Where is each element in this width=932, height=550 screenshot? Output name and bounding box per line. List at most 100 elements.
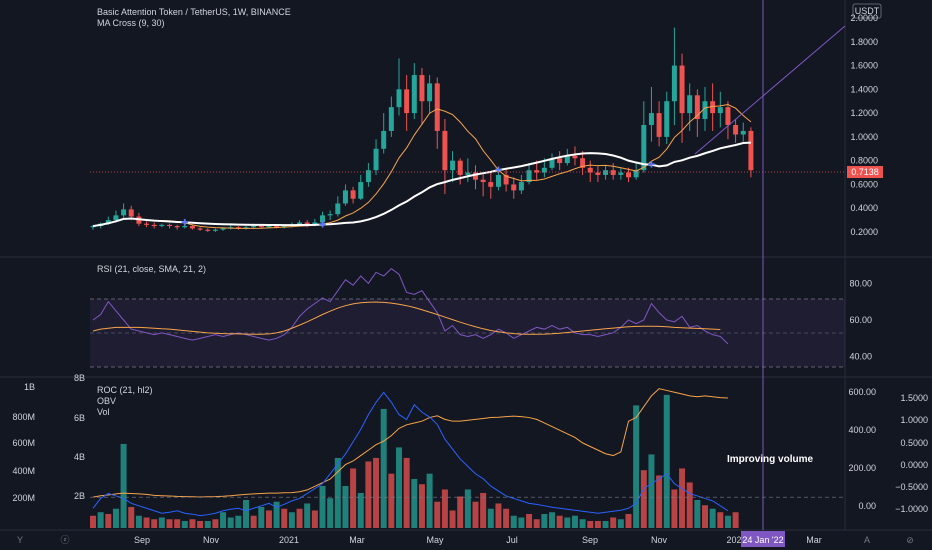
obv-line[interactable] bbox=[92, 391, 729, 517]
candle-body[interactable] bbox=[710, 101, 716, 114]
volume-bar[interactable] bbox=[281, 508, 288, 528]
volume-bar[interactable] bbox=[220, 512, 227, 528]
volume-bar[interactable] bbox=[342, 485, 349, 528]
volume-bar[interactable] bbox=[571, 515, 578, 528]
candle-body[interactable] bbox=[679, 65, 685, 114]
candle-body[interactable] bbox=[404, 89, 410, 114]
volume-bar[interactable] bbox=[648, 454, 655, 528]
candle-body[interactable] bbox=[541, 167, 547, 173]
volume-bar[interactable] bbox=[204, 520, 211, 528]
volume-bar[interactable] bbox=[365, 461, 372, 528]
volume-bar[interactable] bbox=[97, 512, 104, 528]
volume-bar[interactable] bbox=[533, 519, 540, 528]
volume-bar[interactable] bbox=[717, 512, 724, 528]
volume-bar[interactable] bbox=[90, 515, 96, 528]
left-corner-zoom-icon[interactable]: ⓩ bbox=[60, 535, 69, 545]
candle-body[interactable] bbox=[725, 107, 731, 125]
volume-bar[interactable] bbox=[380, 408, 387, 528]
currency-badge[interactable] bbox=[852, 3, 882, 19]
candle-body[interactable] bbox=[243, 227, 249, 229]
candle-body[interactable] bbox=[396, 89, 402, 108]
trendline[interactable] bbox=[694, 25, 846, 155]
candle-body[interactable] bbox=[373, 148, 379, 171]
volume-bar[interactable] bbox=[679, 468, 686, 528]
volume-bar[interactable] bbox=[334, 457, 341, 528]
candle-body[interactable] bbox=[549, 158, 555, 168]
volume-bar[interactable] bbox=[151, 519, 158, 528]
candle-body[interactable] bbox=[572, 155, 578, 159]
rsi-legend[interactable]: RSI (21, close, SMA, 21, 2) bbox=[97, 264, 206, 274]
candle-body[interactable] bbox=[488, 182, 494, 187]
volume-bar[interactable] bbox=[510, 515, 517, 528]
candle-body[interactable] bbox=[495, 174, 501, 187]
candle-body[interactable] bbox=[90, 226, 96, 228]
volume-bar[interactable] bbox=[235, 515, 242, 528]
candle-body[interactable] bbox=[671, 65, 677, 102]
candle-body[interactable] bbox=[205, 229, 211, 231]
candle-body[interactable] bbox=[342, 190, 348, 204]
candle-body[interactable] bbox=[457, 160, 463, 175]
candle-body[interactable] bbox=[235, 227, 241, 229]
candle-body[interactable] bbox=[427, 83, 433, 102]
volume-bar[interactable] bbox=[327, 498, 334, 528]
candle-body[interactable] bbox=[258, 226, 264, 228]
candle-body[interactable] bbox=[626, 172, 631, 178]
candle-body[interactable] bbox=[350, 190, 356, 199]
candle-body[interactable] bbox=[557, 158, 563, 164]
volume-bar[interactable] bbox=[296, 508, 303, 528]
volume-bar[interactable] bbox=[357, 492, 364, 528]
left-corner-y-icon[interactable]: Y bbox=[17, 535, 23, 545]
volume-bar[interactable] bbox=[441, 489, 448, 528]
volume-bar[interactable] bbox=[732, 512, 739, 528]
time-axis[interactable]: Sep Nov 2021 Mar May Jul Sep Nov 202 Mar bbox=[134, 535, 822, 545]
candle-body[interactable] bbox=[220, 228, 226, 230]
candle-body[interactable] bbox=[580, 158, 586, 168]
candle-body[interactable] bbox=[480, 179, 486, 183]
volume-bar[interactable] bbox=[418, 484, 425, 528]
candle-body[interactable] bbox=[442, 130, 448, 171]
candle-body[interactable] bbox=[411, 75, 417, 114]
volume-axes[interactable]: 1B 800M 600M 400M 200M 8B 6B 4B 2B 600.00 400.00 20… bbox=[12, 373, 928, 514]
volume-pane[interactable] bbox=[90, 388, 845, 528]
candle-body[interactable] bbox=[740, 130, 746, 135]
volume-bar[interactable] bbox=[656, 475, 663, 528]
candle-body[interactable] bbox=[587, 167, 593, 173]
candle-body[interactable] bbox=[641, 125, 647, 171]
volume-bar[interactable] bbox=[449, 510, 456, 528]
volume-bar[interactable] bbox=[426, 473, 433, 528]
candle-body[interactable] bbox=[503, 174, 509, 185]
rsi-line[interactable] bbox=[92, 268, 729, 345]
candle-body[interactable] bbox=[197, 228, 203, 230]
volume-bar[interactable] bbox=[273, 501, 280, 528]
candle-body[interactable] bbox=[304, 222, 310, 225]
candle-body[interactable] bbox=[664, 101, 670, 137]
volume-bar[interactable] bbox=[181, 520, 188, 528]
candle-body[interactable] bbox=[151, 224, 157, 227]
candle-body[interactable] bbox=[121, 209, 127, 216]
candle-body[interactable] bbox=[419, 75, 425, 102]
volume-bar[interactable] bbox=[227, 517, 234, 528]
candle-body[interactable] bbox=[564, 155, 570, 164]
ma-slow-line[interactable] bbox=[92, 141, 751, 228]
candle-body[interactable] bbox=[603, 170, 609, 175]
candle-body[interactable] bbox=[159, 224, 165, 227]
candle-body[interactable] bbox=[434, 83, 440, 131]
volume-bar[interactable] bbox=[403, 457, 410, 528]
candle-body[interactable] bbox=[144, 223, 150, 225]
volume-bar[interactable] bbox=[135, 515, 142, 528]
ma-cross-legend[interactable]: MA Cross (9, 30) bbox=[97, 18, 165, 28]
volume-bar[interactable] bbox=[640, 470, 647, 528]
candle-body[interactable] bbox=[511, 184, 517, 191]
volume-bar[interactable] bbox=[694, 499, 701, 528]
volume-bar[interactable] bbox=[166, 519, 173, 528]
volume-bar[interactable] bbox=[265, 510, 272, 528]
rsi-axis[interactable]: 80.00 60.00 40.00 bbox=[849, 278, 872, 361]
volume-bar[interactable] bbox=[549, 512, 555, 528]
candle-body[interactable] bbox=[128, 209, 134, 217]
volume-bar[interactable] bbox=[396, 447, 402, 528]
candle-body[interactable] bbox=[327, 214, 333, 216]
volume-bar[interactable] bbox=[526, 513, 533, 528]
candle-body[interactable] bbox=[648, 113, 654, 125]
candle-body[interactable] bbox=[717, 107, 723, 114]
